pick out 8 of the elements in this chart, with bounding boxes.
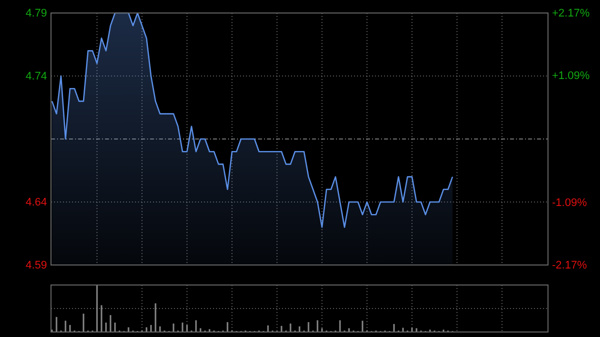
y-tick-label: 4.74 <box>26 70 47 83</box>
y-tick-label: 4.64 <box>26 196 47 209</box>
y2-tick-label: +1.09% <box>552 70 590 82</box>
y2-tick-label: -2.17% <box>552 260 588 272</box>
y-tick-label: 4.79 <box>26 8 47 20</box>
y2-tick-label: -1.09% <box>552 196 588 209</box>
y2-tick-label: +2.17% <box>552 8 590 20</box>
y-tick-label: 4.59 <box>26 260 47 272</box>
